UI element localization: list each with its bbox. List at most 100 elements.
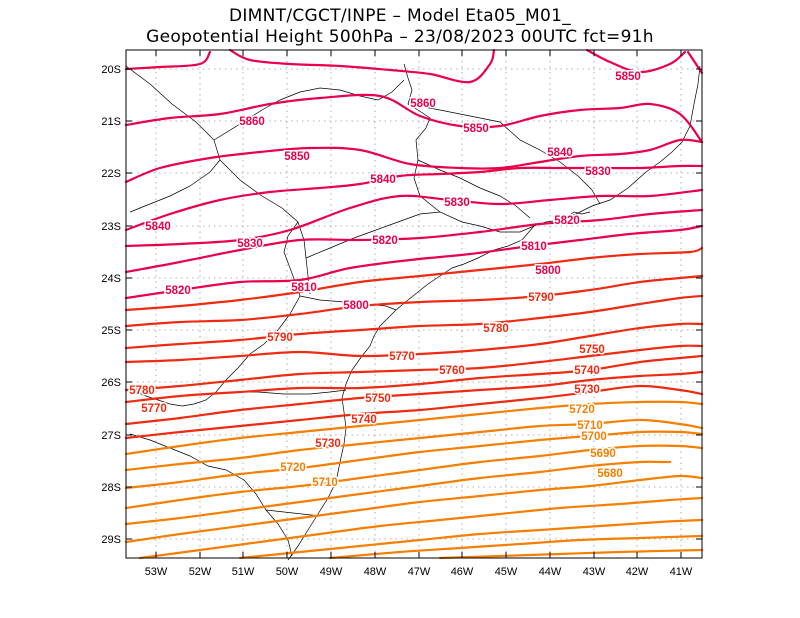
contour-line bbox=[585, 48, 687, 74]
contour-label: 5680 bbox=[597, 468, 623, 480]
lon-tick-label: 41W bbox=[670, 566, 693, 578]
latitude-axis: 20S 21S 22S 23S 24S 25S 26S 27S 28S 29S bbox=[101, 64, 702, 546]
contour-label: 5700 bbox=[581, 431, 607, 443]
contour-label: 5770 bbox=[141, 403, 167, 415]
contour-line bbox=[124, 460, 672, 526]
state-border bbox=[265, 509, 321, 517]
lat-tick-label: 25S bbox=[101, 325, 121, 337]
contour-label: 5770 bbox=[389, 351, 415, 363]
lon-tick-label: 50W bbox=[276, 566, 299, 578]
contour-label: 5820 bbox=[372, 235, 398, 247]
contour-label: 5740 bbox=[351, 414, 377, 426]
coastline bbox=[287, 225, 535, 561]
contour-label: 5830 bbox=[444, 197, 470, 209]
contour-line bbox=[124, 208, 704, 274]
contour-label: 5840 bbox=[370, 174, 396, 186]
chart-title-line1: DIMNT/CGCT/INPE – Model Eta05_M01_ bbox=[228, 6, 572, 26]
contour-label: 5780 bbox=[129, 385, 155, 397]
chart-title-line2: Geopotential Height 500hPa – 23/08/2023 … bbox=[146, 27, 654, 47]
lat-tick-label: 23S bbox=[101, 221, 121, 233]
contour-line bbox=[124, 400, 704, 456]
contour-line bbox=[124, 418, 704, 472]
contour-label: 5780 bbox=[483, 323, 509, 335]
contour-label: 5720 bbox=[280, 462, 306, 474]
contour-label: 5840 bbox=[547, 147, 573, 159]
contour-label: 5810 bbox=[521, 241, 547, 253]
contour-line bbox=[438, 548, 704, 560]
contour-label: 5810 bbox=[291, 282, 317, 294]
contour-line bbox=[124, 370, 704, 426]
contour-label: 5790 bbox=[267, 332, 293, 344]
contour-label: 5710 bbox=[312, 477, 338, 489]
contour-line bbox=[124, 384, 704, 440]
contour-line bbox=[124, 354, 704, 404]
contour-label: 5750 bbox=[579, 344, 605, 356]
contour-line bbox=[124, 224, 704, 300]
contour-line bbox=[124, 430, 704, 490]
contour-label: 5860 bbox=[239, 116, 265, 128]
coastline-and-borders bbox=[125, 63, 701, 561]
lat-tick-label: 29S bbox=[101, 534, 121, 546]
contour-label: 5800 bbox=[535, 265, 561, 277]
lon-tick-label: 49W bbox=[320, 566, 343, 578]
state-border bbox=[417, 159, 531, 219]
state-border bbox=[407, 103, 601, 205]
contour-line bbox=[124, 138, 704, 184]
lon-tick-label: 42W bbox=[626, 566, 649, 578]
contour-line bbox=[124, 294, 704, 350]
lon-tick-label: 53W bbox=[145, 566, 168, 578]
lat-tick-label: 21S bbox=[101, 116, 121, 128]
map-frame bbox=[125, 49, 703, 559]
lat-tick-label: 27S bbox=[101, 430, 121, 442]
contour-label: 5750 bbox=[365, 393, 391, 405]
lon-tick-label: 46W bbox=[451, 566, 474, 578]
contour-line bbox=[124, 322, 704, 364]
contour-label: 5860 bbox=[410, 98, 436, 110]
lon-tick-label: 48W bbox=[364, 566, 387, 578]
lon-tick-label: 45W bbox=[495, 566, 518, 578]
contour-label: 5850 bbox=[463, 123, 489, 135]
contour-label: 5850 bbox=[284, 151, 310, 163]
contour-line bbox=[124, 188, 704, 248]
contour-label: 5720 bbox=[569, 404, 595, 416]
contour-label: 5790 bbox=[528, 292, 554, 304]
contour-label: 5830 bbox=[237, 238, 263, 250]
contour-line bbox=[686, 50, 704, 75]
contour-label: 5840 bbox=[145, 221, 171, 233]
contour-line bbox=[138, 496, 704, 560]
lat-tick-label: 20S bbox=[101, 64, 121, 76]
contour-line bbox=[124, 344, 704, 392]
contour-label: 5710 bbox=[577, 420, 603, 432]
contour-label: 5830 bbox=[585, 166, 611, 178]
lon-tick-label: 44W bbox=[539, 566, 562, 578]
contour-label: 5820 bbox=[165, 285, 191, 297]
contour-line bbox=[228, 48, 496, 84]
contour-line bbox=[124, 93, 704, 144]
state-border bbox=[125, 65, 221, 213]
contour-line bbox=[124, 50, 212, 71]
lat-tick-label: 22S bbox=[101, 168, 121, 180]
contour-label: 5760 bbox=[439, 365, 465, 377]
geopotential-contours bbox=[124, 48, 704, 560]
state-border bbox=[305, 211, 441, 259]
state-border bbox=[125, 221, 301, 407]
lon-tick-label: 52W bbox=[189, 566, 212, 578]
contour-line bbox=[124, 444, 704, 510]
contour-label: 5730 bbox=[574, 384, 600, 396]
longitude-axis: 53W 52W 51W 50W 49W 48W 47W 46W 45W 44W 43W 42W 41W bbox=[145, 50, 693, 578]
lon-tick-label: 47W bbox=[408, 566, 431, 578]
lon-tick-label: 51W bbox=[232, 566, 255, 578]
contour-line bbox=[124, 474, 704, 544]
coastline bbox=[559, 211, 591, 221]
contour-label: 5730 bbox=[315, 438, 341, 450]
lat-tick-label: 26S bbox=[101, 377, 121, 389]
contour-label: 5800 bbox=[343, 300, 369, 312]
contour-label: 5820 bbox=[554, 215, 580, 227]
lat-tick-label: 24S bbox=[101, 273, 121, 285]
lat-tick-label: 28S bbox=[101, 482, 121, 494]
contour-labels: 5850 5860 5860 5850 5850 5840 5840 5830 5830 5840… bbox=[128, 70, 643, 491]
contour-label: 5690 bbox=[590, 448, 616, 460]
lon-tick-label: 43W bbox=[583, 566, 606, 578]
contour-line bbox=[124, 164, 704, 232]
